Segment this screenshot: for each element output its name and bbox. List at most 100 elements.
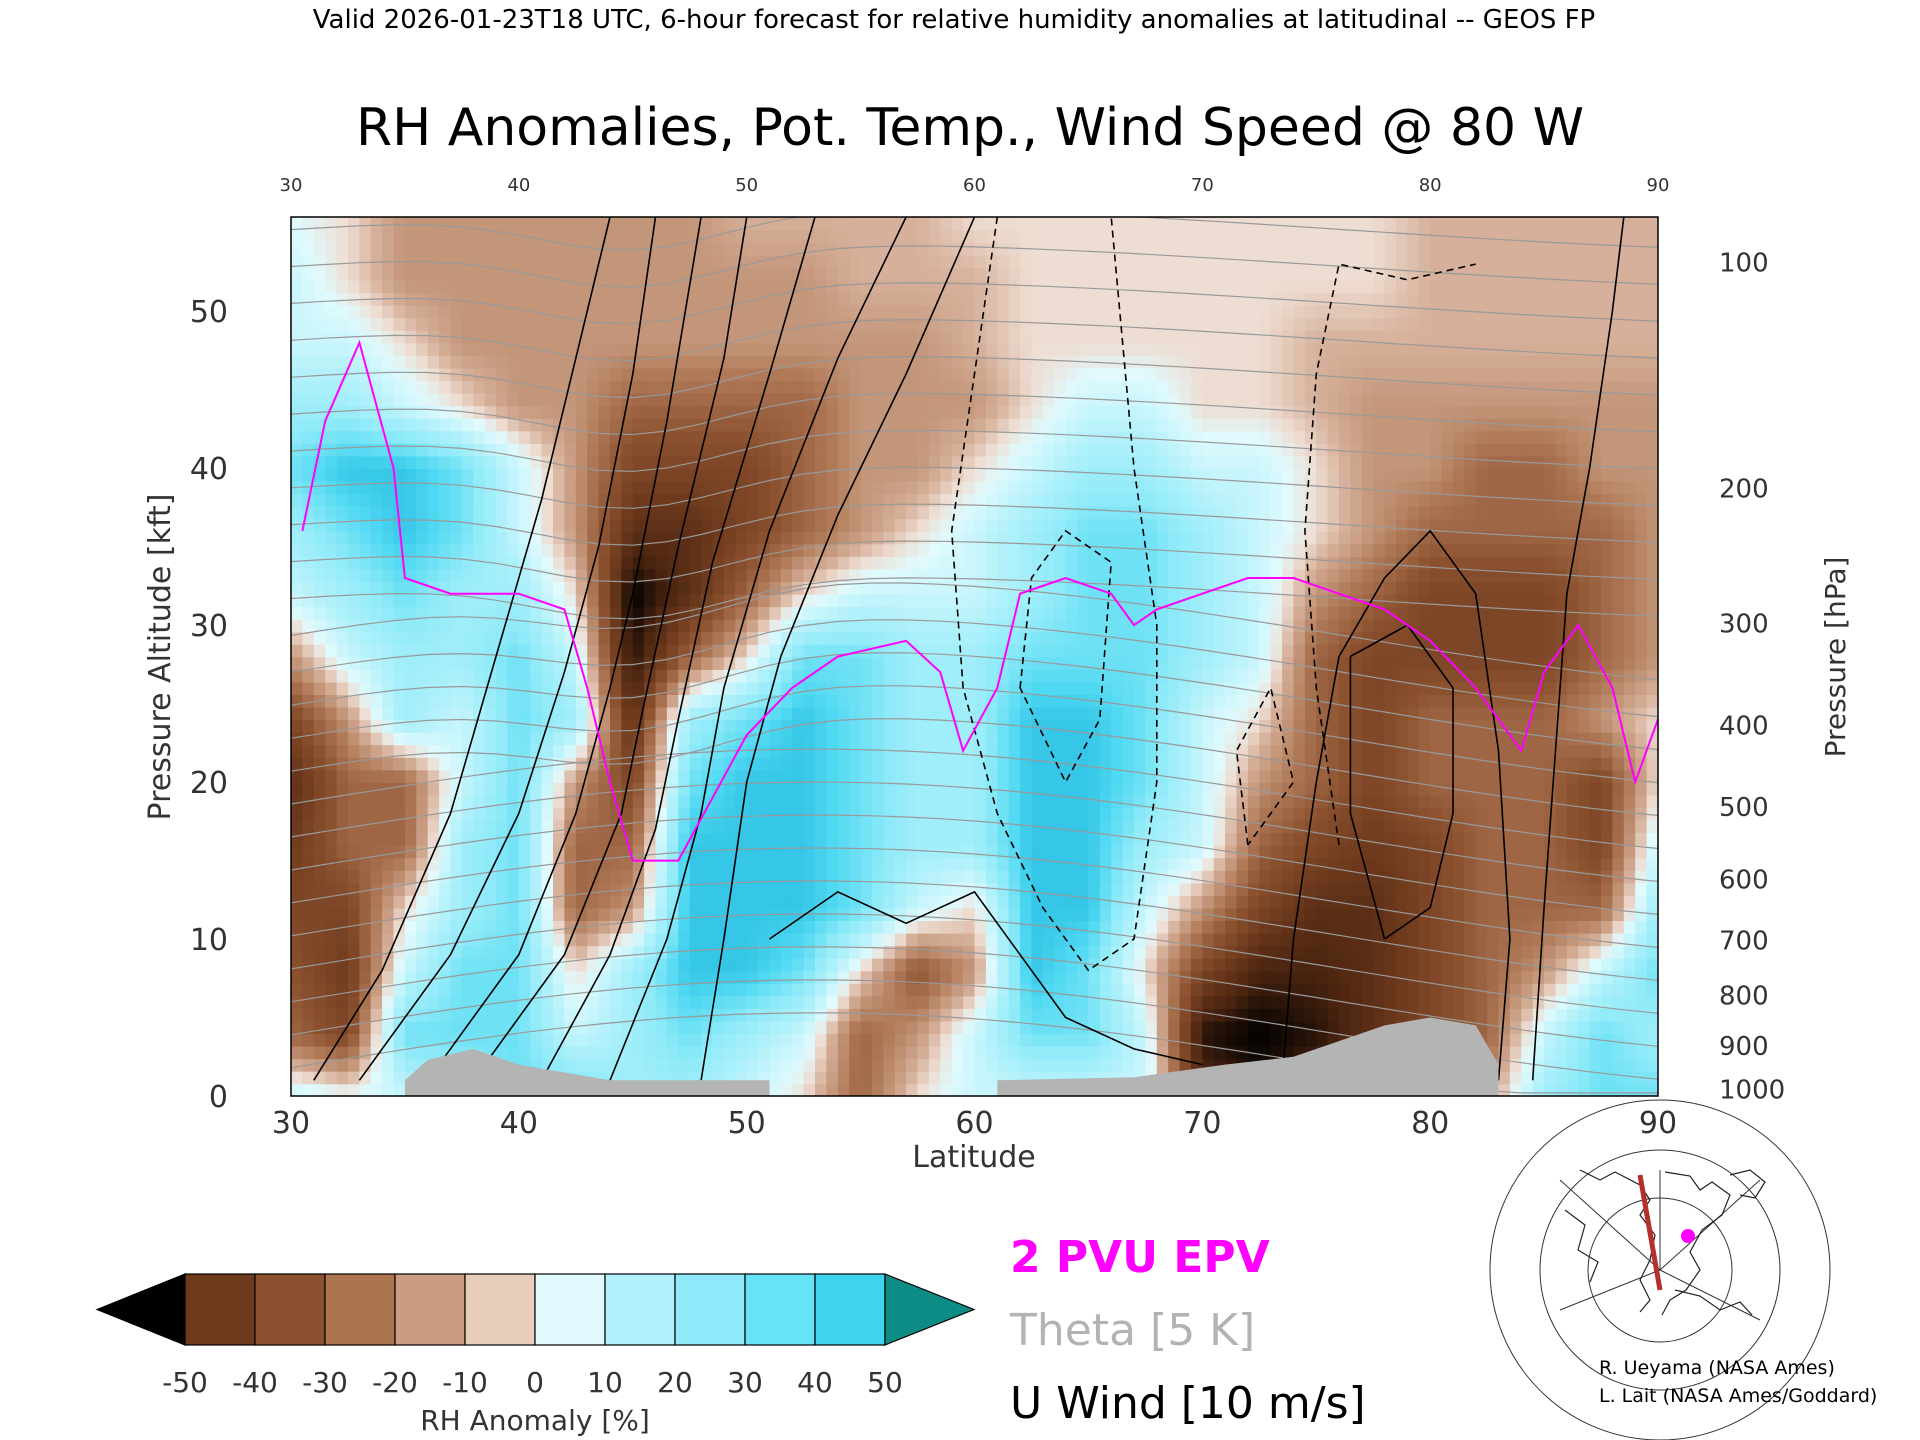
heatmap-cell [404, 367, 418, 382]
heatmap-cell [518, 983, 531, 997]
heatmap-cell [917, 932, 930, 947]
heatmap-cell [963, 769, 976, 783]
heatmap-cell [758, 430, 771, 444]
heatmap-cell [1054, 907, 1067, 921]
heatmap-cell [872, 543, 885, 557]
heatmap-cell [496, 1008, 509, 1022]
heatmap-cell [1031, 844, 1044, 859]
heatmap-cell [575, 832, 588, 846]
heatmap-cell [644, 455, 657, 469]
heatmap-cell [370, 844, 383, 859]
heatmap-cell [928, 669, 942, 683]
heatmap-cell [564, 782, 577, 796]
heatmap-cell [427, 794, 440, 808]
heatmap-cell [644, 505, 657, 520]
heatmap-cell [792, 556, 805, 570]
heatmap-cell [1077, 757, 1090, 771]
heatmap-cell [473, 606, 486, 620]
heatmap-cell [723, 279, 737, 294]
heatmap-cell [963, 1020, 976, 1035]
heatmap-cell [610, 581, 623, 595]
heatmap-cell [336, 870, 349, 884]
heatmap-cell [1065, 995, 1078, 1009]
heatmap-cell [404, 430, 418, 444]
heatmap-cell [826, 480, 839, 495]
heatmap-cell [302, 355, 315, 369]
heatmap-cell [336, 882, 349, 896]
heatmap-cell [963, 480, 976, 495]
heatmap-cell [644, 543, 657, 557]
heatmap-cell [598, 983, 611, 997]
heatmap-cell [336, 706, 349, 721]
heatmap-cell [439, 480, 452, 495]
heatmap-cell [530, 819, 543, 834]
heatmap-cell [439, 355, 452, 369]
heatmap-cell [860, 581, 873, 595]
heatmap-cell [997, 342, 1010, 356]
heatmap-cell [348, 907, 361, 921]
heatmap-cell [1054, 932, 1067, 947]
heatmap-cell [427, 932, 440, 947]
heatmap-cell [359, 669, 372, 683]
heatmap-cell [382, 330, 395, 344]
heatmap-cell [427, 1008, 440, 1022]
heatmap-cell [404, 970, 418, 984]
heatmap-cell [382, 932, 395, 947]
heatmap-cell [712, 1045, 725, 1060]
heatmap-cell [564, 794, 577, 808]
heatmap-cell [1054, 757, 1067, 771]
heatmap-cell [518, 719, 531, 733]
heatmap-cell [712, 217, 725, 231]
heatmap-cell [928, 606, 942, 620]
heatmap-cell [507, 983, 520, 997]
heatmap-cell [461, 505, 475, 520]
heatmap-cell [678, 417, 691, 432]
heatmap-cell [963, 581, 976, 595]
heatmap-cell [723, 217, 737, 231]
heatmap-cell [826, 870, 839, 884]
heatmap-cell [917, 267, 930, 281]
heatmap-cell [348, 543, 361, 557]
heatmap-cell [689, 995, 702, 1009]
heatmap-cell [701, 1020, 714, 1035]
heatmap-cell [302, 656, 315, 670]
heatmap-cell [587, 782, 600, 796]
heatmap-cell [974, 957, 987, 972]
heatmap-cell [883, 304, 896, 319]
heatmap-cell [393, 417, 406, 432]
heatmap-cell [427, 430, 440, 444]
heatmap-cell [1088, 744, 1101, 758]
heatmap-cell [951, 694, 964, 708]
heatmap-cell [769, 819, 782, 834]
heatmap-cell [894, 970, 907, 984]
heatmap-cell [815, 857, 828, 871]
heatmap-cell [393, 782, 406, 796]
heatmap-cell [427, 857, 440, 871]
heatmap-cell [780, 530, 793, 545]
heatmap-cell [404, 945, 418, 959]
heatmap-cell [325, 518, 338, 532]
heatmap-cell [666, 530, 680, 545]
heatmap-cell [997, 505, 1010, 520]
heatmap-cell [359, 719, 372, 733]
heatmap-cell [1099, 819, 1112, 834]
heatmap-cell [450, 857, 463, 871]
heatmap-cell [439, 1020, 452, 1035]
heatmap-cell [644, 857, 657, 871]
heatmap-cell [928, 493, 942, 507]
heatmap-cell [826, 643, 839, 658]
heatmap-cell [678, 970, 691, 984]
heatmap-cell [427, 731, 440, 746]
heatmap-cell [291, 342, 304, 356]
heatmap-cell [1065, 1020, 1078, 1035]
heatmap-cell [518, 392, 531, 407]
heatmap-cell [872, 957, 885, 972]
heatmap-cell [997, 970, 1010, 984]
heatmap-cell [860, 468, 873, 482]
heatmap-cell [860, 430, 873, 444]
heatmap-cell [541, 317, 554, 331]
heatmap-cell [496, 656, 509, 670]
heatmap-cell [951, 920, 964, 934]
heatmap-cell [1042, 355, 1055, 369]
heatmap-cell [997, 279, 1010, 294]
